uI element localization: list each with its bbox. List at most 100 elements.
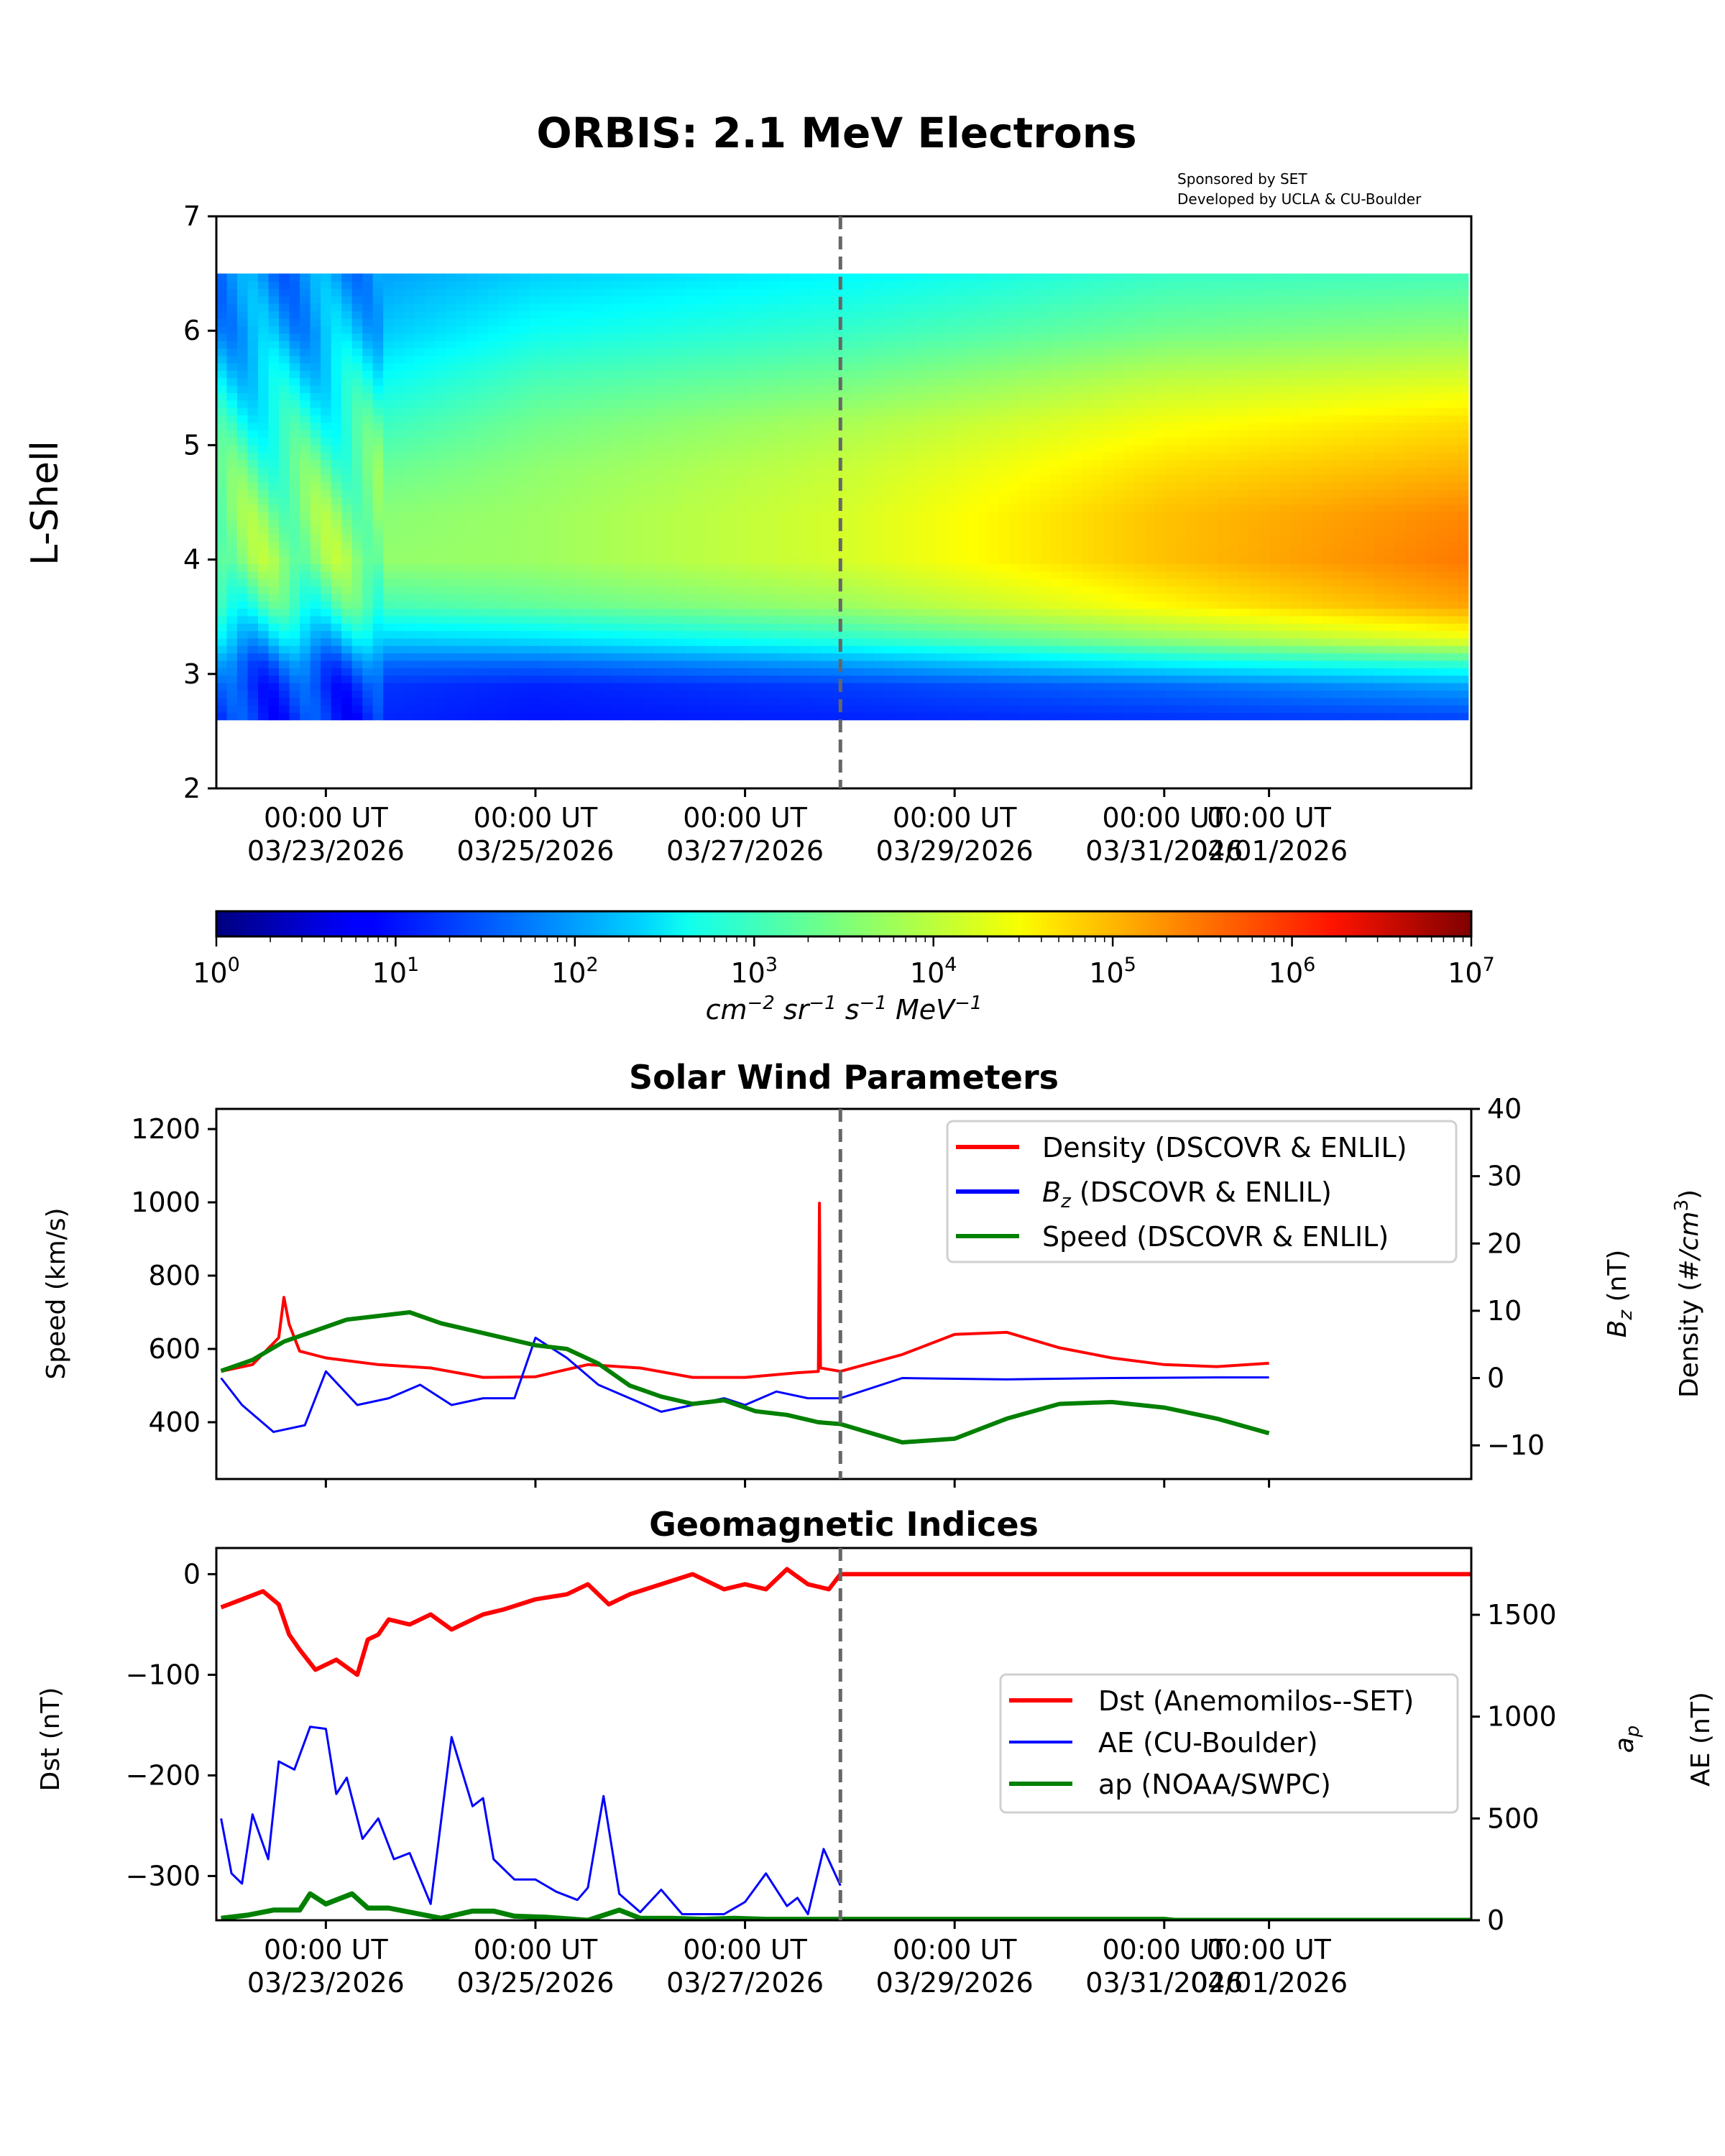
heatmap-cell <box>497 578 510 587</box>
heatmap-cell <box>456 704 468 713</box>
heatmap-cell <box>988 295 1000 304</box>
heatmap-cell <box>247 556 259 564</box>
heatmap-cell <box>748 690 760 699</box>
heatmap-cell <box>300 466 311 475</box>
heatmap-cell <box>925 497 937 505</box>
heatmap-cell <box>737 556 749 564</box>
heatmap-cell <box>456 318 468 326</box>
heatmap-cell <box>216 637 228 646</box>
heatmap-cell <box>477 310 489 319</box>
heatmap-cell <box>247 377 259 386</box>
heatmap-cell <box>800 556 812 564</box>
heatmap-cell <box>477 273 489 282</box>
heatmap-cell <box>925 280 937 290</box>
heatmap-cell <box>466 586 478 594</box>
heatmap-cell <box>258 326 270 334</box>
heatmap-cell <box>946 704 958 713</box>
heatmap-cell <box>946 355 958 364</box>
heatmap-cell <box>550 593 561 602</box>
heatmap-cell <box>811 668 822 676</box>
heatmap-cell <box>372 288 385 297</box>
heatmap-cell <box>654 482 666 490</box>
heatmap-cell <box>821 384 833 393</box>
heatmap-cell <box>289 548 300 557</box>
heatmap-cell <box>341 511 353 520</box>
heatmap-cell <box>904 437 916 446</box>
heatmap-cell <box>612 318 624 326</box>
heatmap-cell <box>279 511 290 520</box>
heatmap-cell <box>675 497 686 505</box>
heatmap-cell <box>268 586 280 594</box>
heatmap-cell <box>790 310 801 319</box>
heatmap-cell <box>998 288 1010 297</box>
heatmap-cell <box>1061 519 1072 528</box>
heatmap-cell <box>633 444 645 453</box>
heatmap-cell <box>686 497 697 505</box>
heatmap-cell <box>758 415 770 423</box>
heatmap-cell <box>341 466 353 475</box>
heatmap-cell <box>644 310 656 319</box>
heatmap-cell <box>790 482 801 490</box>
heatmap-cell <box>602 519 614 528</box>
heatmap-cell <box>529 422 540 430</box>
heatmap-cell <box>873 377 885 386</box>
heatmap-cell <box>383 466 395 475</box>
heatmap-cell <box>1040 415 1052 423</box>
heatmap-cell <box>612 407 624 416</box>
heatmap-cell <box>988 362 1000 371</box>
heatmap-cell <box>925 333 937 341</box>
heatmap-cell <box>466 668 478 676</box>
heatmap-cell <box>310 504 321 512</box>
heatmap-cell <box>216 273 228 282</box>
heatmap-cell <box>300 489 311 497</box>
heatmap-cell <box>1061 660 1072 668</box>
heatmap-cell <box>894 675 906 683</box>
heatmap-cell <box>393 407 405 416</box>
heatmap-cell <box>487 712 499 721</box>
heatmap-cell <box>477 326 489 334</box>
heatmap-cell <box>383 519 395 528</box>
heatmap-cell <box>758 437 770 446</box>
heatmap-cell <box>978 541 989 550</box>
heatmap-cell <box>393 384 405 393</box>
heatmap-cell <box>300 608 311 617</box>
heatmap-cell <box>644 593 656 602</box>
heatmap-cell <box>654 295 666 304</box>
heatmap-cell <box>1009 556 1021 564</box>
heatmap-cell <box>988 586 1000 594</box>
heatmap-cell <box>362 384 374 393</box>
heatmap-cell <box>707 615 718 624</box>
heatmap-cell <box>904 533 916 542</box>
heatmap-cell <box>331 668 342 676</box>
heatmap-cell <box>466 474 478 483</box>
heatmap-cell <box>581 712 593 721</box>
heatmap-cell <box>633 303 645 312</box>
heatmap-cell <box>602 370 614 379</box>
heatmap-cell <box>477 370 489 379</box>
heatmap-cell <box>237 668 249 676</box>
heatmap-cell <box>832 340 843 349</box>
heatmap-cell <box>1061 422 1072 430</box>
heatmap-cell <box>623 295 635 304</box>
heatmap-cell <box>644 586 656 594</box>
heatmap-cell <box>1030 489 1041 497</box>
heatmap-cell <box>300 697 311 706</box>
heatmap-cell <box>414 622 426 632</box>
heatmap-cell <box>331 273 342 282</box>
heatmap-cell <box>550 326 561 334</box>
heatmap-cell <box>988 333 1000 341</box>
heatmap-cell <box>779 295 791 304</box>
heatmap-cell <box>748 586 760 594</box>
heatmap-cell <box>696 526 707 535</box>
heatmap-cell <box>748 533 760 542</box>
heatmap-cell <box>623 690 635 699</box>
heatmap-cell <box>362 526 374 535</box>
heatmap-cell <box>393 280 405 290</box>
heatmap-cell <box>936 310 947 319</box>
heatmap-cell <box>226 653 238 661</box>
heatmap-cell <box>487 392 499 401</box>
heatmap-cell <box>456 362 468 371</box>
heatmap-cell <box>1040 622 1052 632</box>
heatmap-cell <box>633 407 645 416</box>
heatmap-cell <box>644 295 656 304</box>
